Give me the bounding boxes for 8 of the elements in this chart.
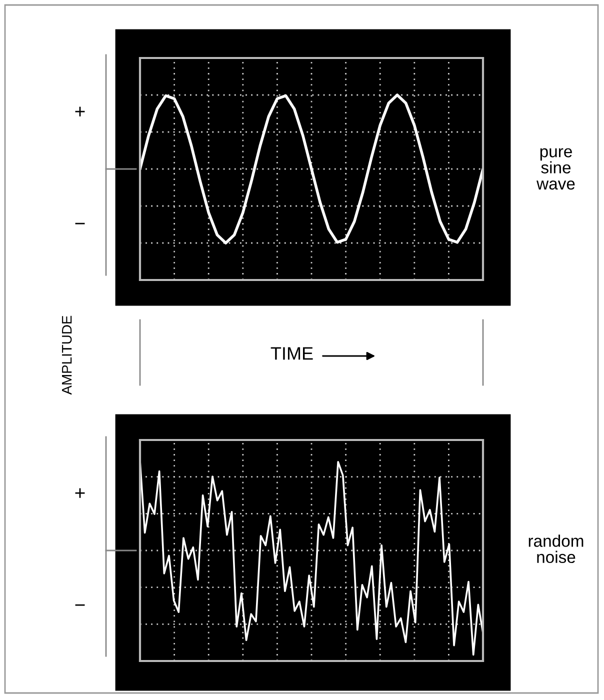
text: − <box>75 222 85 224</box>
text: + <box>75 106 85 116</box>
text: + <box>75 488 85 498</box>
x-axis-title: TIME <box>270 347 313 360</box>
text: − <box>75 604 85 606</box>
text: pure sine wave <box>536 148 575 190</box>
text: random noise <box>528 534 584 564</box>
y-axis-title: AMPLITUDE <box>62 316 72 395</box>
